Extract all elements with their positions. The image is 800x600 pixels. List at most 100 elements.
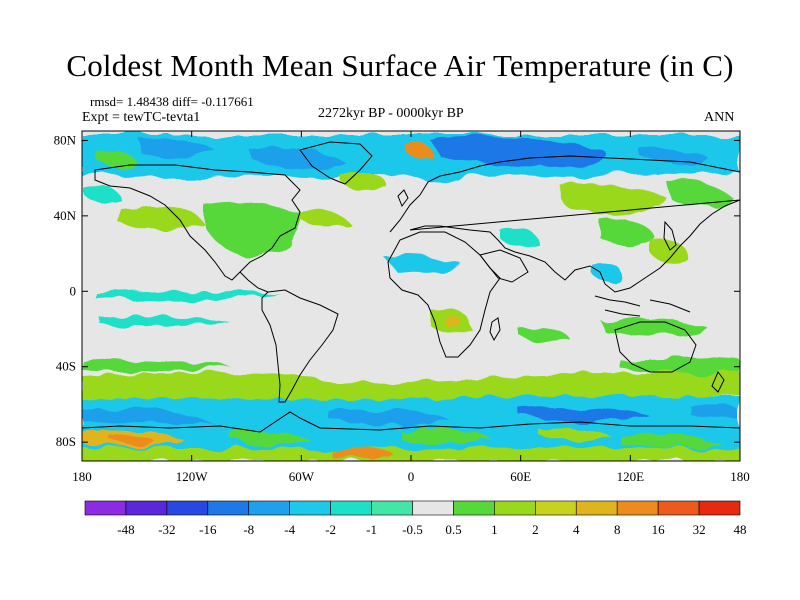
legend-color-box xyxy=(616,500,659,516)
coastline-new-zealand xyxy=(711,371,725,393)
anomaly-patch xyxy=(558,183,665,216)
legend-label: -1 xyxy=(366,522,377,537)
anomaly-patch xyxy=(110,434,155,445)
anomaly-patch xyxy=(590,260,621,282)
anomaly-patch xyxy=(520,407,650,422)
map-plot-area xyxy=(82,131,740,461)
anomaly-patch xyxy=(690,404,740,422)
anomaly-patch xyxy=(330,448,395,459)
legend-color-box xyxy=(289,500,331,516)
legend-label: 48 xyxy=(734,522,747,537)
anomaly-patch xyxy=(620,434,720,448)
coastline-madagascar xyxy=(489,317,501,342)
anomaly-patch xyxy=(400,428,490,444)
legend-color-box xyxy=(412,500,454,516)
legend-color-box xyxy=(330,500,372,516)
legend-label: 4 xyxy=(573,522,580,537)
legend-label: -48 xyxy=(117,522,134,537)
x-tick-label: 120E xyxy=(617,469,645,484)
anomaly-patch xyxy=(250,147,345,169)
y-tick-label: 0 xyxy=(70,283,77,298)
legend-color-box xyxy=(166,500,209,516)
coastline-greenland xyxy=(299,141,373,185)
coastline-central-america xyxy=(239,271,269,293)
legend-label: 16 xyxy=(652,522,666,537)
color-legend: -48 -32 -16 -8 -4 -2 -1 -0.5 0.5 1 2 4 8 16 32 48 xyxy=(84,500,747,537)
anomaly-patch xyxy=(500,228,540,248)
season-text: ANN xyxy=(704,110,735,125)
anomaly-patch xyxy=(650,238,689,263)
axis-labels: 80N 40N 0 40S 80S 180 120W 60W 0 60E 120E 180 xyxy=(54,132,750,484)
y-tick-label: 40S xyxy=(56,359,76,374)
legend-color-box xyxy=(575,500,618,516)
x-tick-label: 60E xyxy=(510,469,531,484)
legend-color-box xyxy=(371,500,413,516)
x-tick-label: 180 xyxy=(72,469,92,484)
anomaly-patch xyxy=(82,447,740,461)
coastline-indonesia xyxy=(594,295,691,317)
legend-label: 0.5 xyxy=(445,522,461,537)
anomaly-patch xyxy=(520,328,570,343)
legend-color-box xyxy=(207,500,250,516)
legend-color-box xyxy=(657,500,700,516)
anomaly-patch xyxy=(82,358,230,372)
anomaly-patch xyxy=(100,316,230,327)
anomaly-patch xyxy=(600,218,655,247)
anomaly-patch xyxy=(330,409,450,426)
legend-label: -2 xyxy=(325,522,336,537)
anomaly-patch xyxy=(85,188,121,202)
legend-color-box xyxy=(84,500,127,516)
y-tick-label: 80N xyxy=(54,132,77,147)
legend-color-box xyxy=(125,500,168,516)
coastline-british-isles xyxy=(397,189,409,208)
anomaly-patch xyxy=(140,138,215,157)
coastline-south-america xyxy=(261,289,339,403)
anomaly-patch xyxy=(95,148,134,168)
anomaly-patch xyxy=(540,428,610,442)
legend-color-box xyxy=(248,500,290,516)
stats-text: rmsd= 1.48438 diff= -0.117661 xyxy=(90,94,254,109)
legend-label: 1 xyxy=(491,522,498,537)
coastline-arabia xyxy=(479,249,529,283)
coastlines xyxy=(82,141,740,433)
legend-color-box xyxy=(698,500,741,516)
x-tick-label: 180 xyxy=(730,469,750,484)
legend-color-box xyxy=(453,500,495,516)
anomaly-field xyxy=(82,135,740,461)
coastline-japan xyxy=(663,220,677,251)
anomaly-patch xyxy=(300,210,350,227)
anomaly-patch xyxy=(82,408,210,424)
anomaly-patch xyxy=(205,201,303,257)
anomaly-patch xyxy=(95,289,280,300)
legend-label: 32 xyxy=(693,522,706,537)
anomaly-patch xyxy=(405,143,433,160)
y-tick-label: 80S xyxy=(56,434,76,449)
anomaly-patch xyxy=(385,255,460,272)
coastline-eurasia xyxy=(389,155,740,293)
axis-ticks xyxy=(81,131,741,461)
anomaly-patch xyxy=(445,316,463,330)
anomaly-patch xyxy=(230,430,310,446)
legend-color-box xyxy=(535,500,577,516)
coastline-australia xyxy=(614,321,697,373)
anomaly-patch xyxy=(665,179,735,207)
legend-label: -16 xyxy=(199,522,217,537)
period-text: 2272kyr BP - 0000kyr BP xyxy=(318,106,464,121)
anomaly-patch xyxy=(620,356,740,373)
anomaly-patch xyxy=(82,370,740,404)
legend-label: 2 xyxy=(532,522,539,537)
x-tick-label: 60W xyxy=(289,469,315,484)
legend-color-box xyxy=(494,500,536,516)
legend-label: -32 xyxy=(158,522,175,537)
legend-label: -4 xyxy=(284,522,295,537)
map-title: Coldest Month Mean Surface Air Temperatu… xyxy=(66,48,734,83)
anomaly-patch xyxy=(600,318,710,337)
y-tick-label: 40N xyxy=(54,208,77,223)
x-tick-label: 0 xyxy=(408,469,415,484)
coastline-north-america xyxy=(94,164,301,281)
legend-label: -0.5 xyxy=(402,522,423,537)
anomaly-patch xyxy=(430,136,608,167)
anomaly-patch xyxy=(340,172,386,189)
experiment-text: Expt = tewTC-tevta1 xyxy=(82,110,201,125)
